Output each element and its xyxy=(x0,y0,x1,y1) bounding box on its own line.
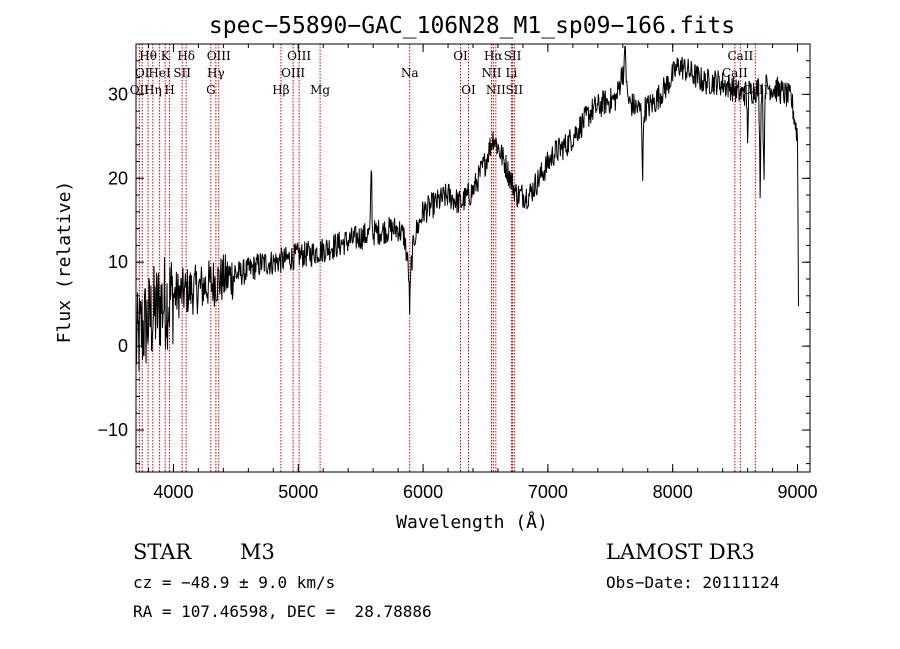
line-label-0: OII xyxy=(130,83,150,97)
spectrum-line xyxy=(135,46,799,372)
line-label-9: G xyxy=(206,83,216,97)
line-label-19: NII xyxy=(481,66,501,80)
x-tick-label-3: 7000 xyxy=(528,482,568,502)
redshift-line: cz = −48.9 ± 9.0 km/s xyxy=(133,573,336,592)
spectral-line-labels: OII OI Hθ Hη HeI K H SII Hδ G Hγ OIII Hβ OIII OIII Mg Na… xyxy=(130,49,769,97)
line-label-10: Hγ xyxy=(207,66,225,80)
y-tick-label-1: 0 xyxy=(118,336,128,356)
line-label-20: Hα xyxy=(484,49,503,63)
x-tick-label-4: 8000 xyxy=(653,482,693,502)
line-label-18: OI xyxy=(461,83,476,97)
spectrum-series xyxy=(135,46,799,372)
y-tick-label-0: −10 xyxy=(97,420,128,440)
spectral-line-markers xyxy=(138,44,756,472)
y-tick-label-3: 20 xyxy=(108,168,128,188)
x-axis-ticks: 4000 5000 6000 7000 8000 9000 xyxy=(147,44,818,502)
line-label-27: CaII xyxy=(742,83,768,97)
survey-name: LAMOST DR3 xyxy=(606,540,755,564)
line-label-1: OI xyxy=(135,66,150,80)
chart-title: spec−55890−GAC_106N28_M1_sp09−166.fits xyxy=(209,13,735,39)
y-tick-label-4: 30 xyxy=(108,84,128,104)
y-tick-label-2: 10 xyxy=(108,252,128,272)
x-tick-label-2: 6000 xyxy=(403,482,443,502)
line-label-26: CaII xyxy=(727,49,753,63)
x-tick-label-1: 5000 xyxy=(278,482,318,502)
object-class: STAR xyxy=(133,540,192,564)
line-label-17: OI xyxy=(453,49,468,63)
obs-date: Obs−Date: 20111124 xyxy=(606,573,780,592)
line-label-7: SII xyxy=(173,66,191,80)
x-axis-label: Wavelength (Å) xyxy=(396,511,548,533)
line-label-4: HeI xyxy=(148,66,171,80)
line-label-24: SII xyxy=(505,83,523,97)
x-tick-label-5: 9000 xyxy=(777,482,817,502)
line-label-2: Hθ xyxy=(139,49,157,63)
line-label-12: Hβ xyxy=(272,83,289,97)
line-label-25: CaII xyxy=(722,66,748,80)
line-label-21: NII xyxy=(486,83,506,97)
line-label-6: H xyxy=(164,83,174,97)
y-axis-ticks: −10 0 10 20 30 xyxy=(97,43,810,465)
line-label-11: OIII xyxy=(207,49,231,63)
line-label-23: SII xyxy=(504,49,522,63)
plot-frame xyxy=(135,43,811,473)
line-label-3: Hη xyxy=(144,83,162,97)
line-label-5: K xyxy=(161,49,171,63)
x-tick-label-0: 4000 xyxy=(153,482,193,502)
line-label-15: Mg xyxy=(310,83,330,97)
line-label-13: OIII xyxy=(281,66,305,80)
object-subclass: M3 xyxy=(240,540,275,564)
coordinates: RA = 107.46598, DEC = 28.78886 xyxy=(133,602,432,621)
y-axis-label: Flux (relative) xyxy=(54,181,75,344)
line-label-14: OIII xyxy=(287,49,311,63)
line-label-8: Hδ xyxy=(177,49,195,63)
line-label-22: Li xyxy=(506,66,518,80)
line-label-16: Na xyxy=(401,66,419,80)
